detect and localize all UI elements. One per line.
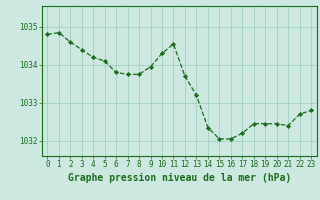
X-axis label: Graphe pression niveau de la mer (hPa): Graphe pression niveau de la mer (hPa) [68,173,291,183]
